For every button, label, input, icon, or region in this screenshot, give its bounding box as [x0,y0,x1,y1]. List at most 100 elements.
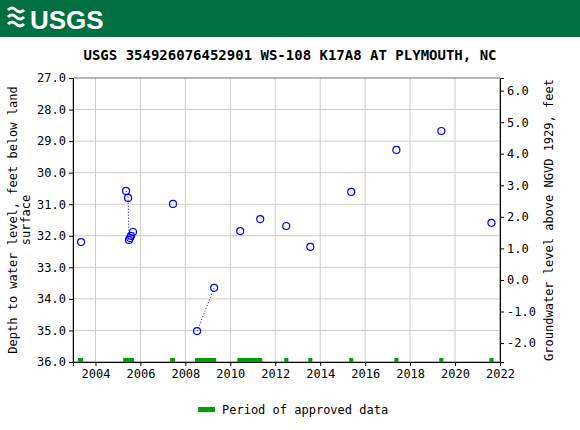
x-axis-tick-label: 2018 [396,367,425,381]
y2-axis-tick: 3.0 [500,179,529,193]
approved-period [439,358,443,362]
y2-axis-line [501,79,505,363]
y-axis-tick: 36.0 [37,355,73,369]
y-axis-tick-mark [69,141,73,142]
logo-waves [8,8,24,26]
y-axis-tick-label: 29.0 [37,134,66,148]
y-axis-tick-label: 28.0 [37,103,66,117]
y2-axis-tick-mark [500,280,504,281]
x-axis-tick-mark [185,362,186,366]
approved-period [284,358,288,362]
legend-swatch [198,407,215,412]
grid-line-y [73,330,500,331]
y-axis-tick-label: 34.0 [37,292,66,306]
y-axis-tick-mark [69,299,73,300]
approved-period [195,358,216,362]
grid-line-y [73,267,500,268]
x-axis-tick: 2004 [82,362,111,381]
y-axis-tick-label: 33.0 [37,261,66,275]
data-point [194,328,201,335]
grid-line-x [185,78,186,362]
x-axis-tick-mark [455,362,456,366]
y2-axis-tick-mark [500,91,504,92]
data-point [257,216,264,223]
grid-line-x [365,78,366,362]
approved-period [308,358,312,362]
approved-period [237,358,262,362]
y2-axis-tick-label: -1.0 [507,305,536,319]
data-point [237,228,244,235]
y-axis-line [69,79,74,363]
y-axis-tick-label: 31.0 [37,198,66,212]
approved-period [78,358,83,362]
y-axis-tick-mark [69,236,73,237]
y-axis-tick-label: 32.0 [37,229,66,243]
y2-axis-tick-label: 1.0 [507,242,529,256]
x-axis: 2004 2006 2008 2010 2012 2014 2016 2018 2020 2022 [74,362,515,381]
plot-area [78,128,495,362]
x-axis-tick-label: 2020 [441,367,470,381]
grid-line-y [73,172,500,173]
x-axis-line [74,363,501,367]
y-axis-tick-label: 30.0 [37,166,66,180]
x-axis-tick: 2010 [216,362,245,381]
x-axis-tick-label: 2022 [486,367,515,381]
y2-axis-tick-mark [500,122,504,123]
grid-line-x [410,78,411,362]
data-point [348,188,355,195]
legend: Period of approved data [198,403,388,417]
x-axis-tick: 2012 [261,362,290,381]
data-point [438,128,445,135]
x-axis-tick: 2014 [306,362,335,381]
x-axis-tick-mark [140,362,141,366]
x-axis-tick: 2022 [486,362,515,381]
y2-axis-tick-label: 2.0 [507,210,529,224]
y-axis-title-line: surface [19,195,33,246]
y-axis-tick-mark [69,173,73,174]
y-axis-tick-mark [69,110,73,111]
y2-axis-tick-mark [500,312,504,313]
approved-period [123,358,134,362]
y2-axis-tick: 1.0 [500,242,529,256]
y-axis-tick-label: 35.0 [37,324,66,338]
approved-period [394,358,398,362]
data-point [170,200,177,207]
x-axis-tick: 2018 [396,362,425,381]
grid-line-x [320,78,321,362]
grid-line-x [140,78,141,362]
grid-line-x [455,78,456,362]
y-axis-tick: 32.0 [37,229,73,243]
chart: USGSUSGS 354926076452901 WS-108 K17A8 AT… [0,0,580,430]
logo-wave [8,15,24,19]
logo-text: USGS [30,5,104,35]
y2-axis-tick: -2.0 [500,336,536,350]
x-axis-tick-label: 2006 [126,367,155,381]
grid-line-y [73,204,500,205]
x-axis-tick: 2016 [351,362,380,381]
y2-axis-tick-mark [500,154,504,155]
approved-period [170,358,175,362]
y-axis-title: Depth to water level, feet below landsur… [6,86,33,353]
y2-axis-tick: 0.0 [500,273,529,287]
y2-axis-tick-label: 5.0 [507,116,529,130]
grid [73,78,500,362]
data-point [488,219,495,226]
data-point [125,194,132,201]
data-point [307,243,314,250]
y-axis-tick-mark [69,362,73,363]
x-axis-tick-label: 2008 [171,367,200,381]
plot-frame [73,78,500,362]
y2-axis-tick-mark [500,185,504,186]
logo-wave [8,8,24,12]
data-point [123,187,130,194]
x-axis-tick-mark [365,362,366,366]
x-axis-tick-label: 2012 [261,367,290,381]
grid-line-x [230,78,231,362]
grid-line-y [73,235,500,236]
y2-axis-tick: -1.0 [500,305,536,319]
y-axis-tick-mark [69,78,73,79]
y-axis-tick: 34.0 [37,292,73,306]
approved-period [349,358,353,362]
x-axis-tick-mark [275,362,276,366]
grid-line-y [73,109,500,110]
